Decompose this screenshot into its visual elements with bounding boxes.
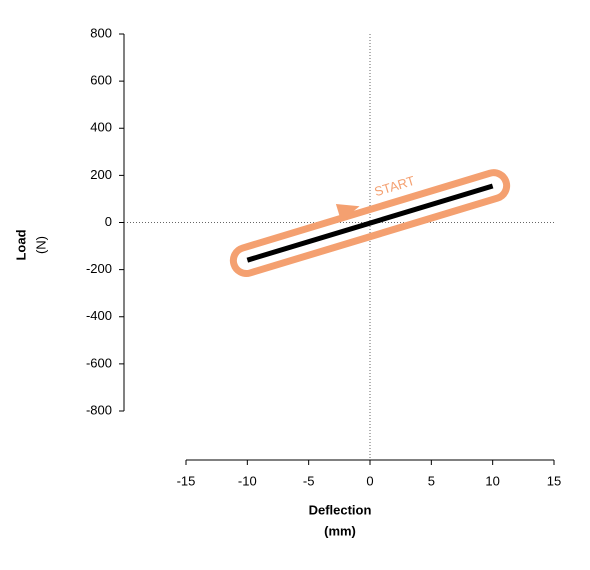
y-tick-label: 400 <box>90 120 112 135</box>
y-tick-label: 200 <box>90 167 112 182</box>
x-tick-label: -10 <box>238 473 257 488</box>
x-tick-label: -5 <box>303 473 315 488</box>
y-tick-label: -400 <box>86 308 112 323</box>
x-axis-unit: (mm) <box>324 523 356 538</box>
highlight-outline <box>229 169 511 277</box>
y-axis-unit: (N) <box>33 236 48 254</box>
y-tick-label: 600 <box>90 73 112 88</box>
data-line <box>246 183 494 263</box>
start-arrow <box>335 203 360 222</box>
y-axis-label: Load <box>13 229 28 260</box>
x-tick-label: 0 <box>366 473 373 488</box>
y-tick-label: 800 <box>90 25 112 40</box>
x-axis-label: Deflection <box>309 502 372 517</box>
y-tick-label: -800 <box>86 402 112 417</box>
y-tick-label: -600 <box>86 355 112 370</box>
y-tick-label: 0 <box>105 214 112 229</box>
x-tick-label: 5 <box>428 473 435 488</box>
x-tick-label: 10 <box>485 473 499 488</box>
y-tick-label: -200 <box>86 261 112 276</box>
x-tick-label: -15 <box>177 473 196 488</box>
x-tick-label: 15 <box>547 473 561 488</box>
